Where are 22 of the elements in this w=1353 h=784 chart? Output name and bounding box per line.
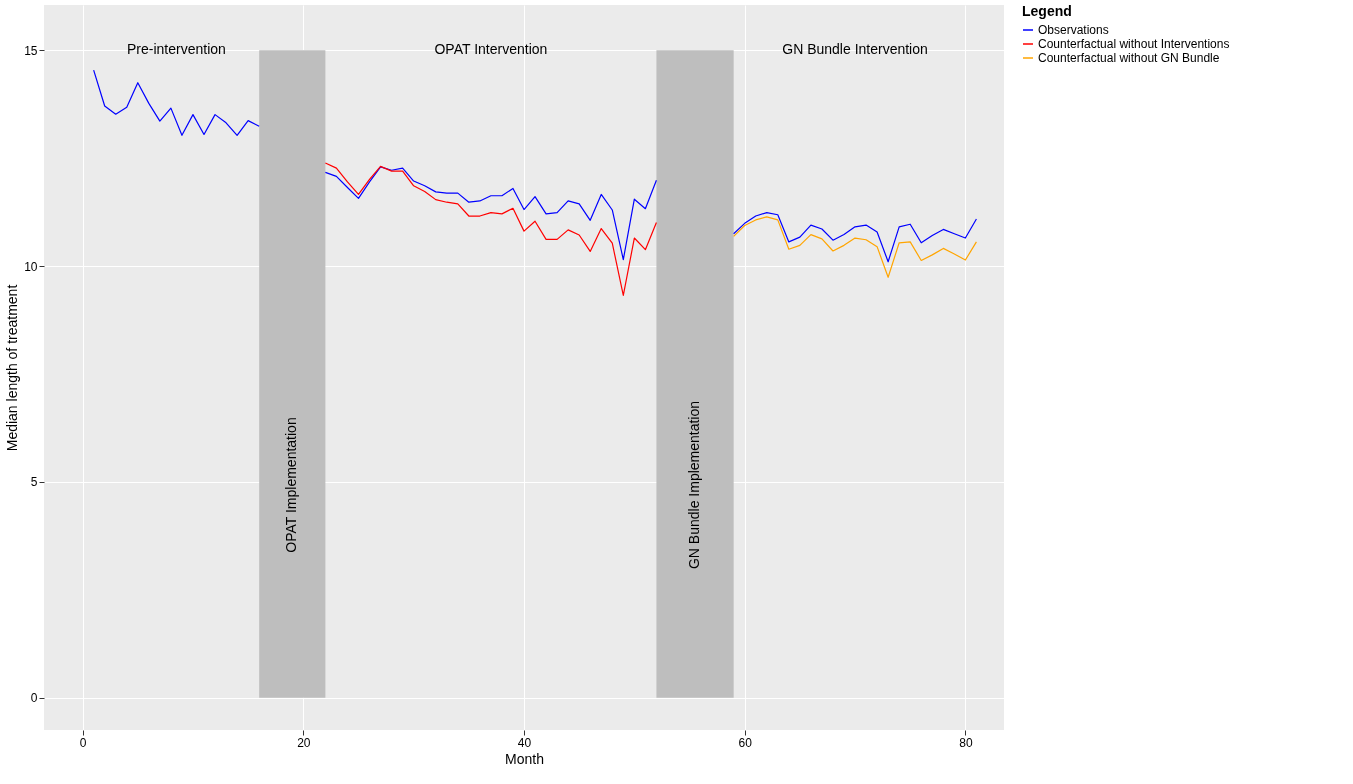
band-label: OPAT Implementation [283,417,300,553]
x-tick-label: 60 [738,735,753,750]
x-axis-title: Month [505,750,544,767]
x-tick-label: 0 [79,735,87,750]
y-tick-label: 0 [30,691,38,706]
y-tick-label: 15 [24,43,38,58]
annotation: OPAT Intervention [434,41,548,58]
legend-title: Legend [1022,3,1072,19]
x-tick-label: 40 [517,735,532,750]
annotation: GN Bundle Intervention [782,41,928,58]
legend-label: Observations [1038,23,1109,37]
legend-label: Counterfactual without GN Bundle [1038,51,1220,65]
y-axis-title: Median length of treatment [4,284,21,452]
annotation: Pre-intervention [127,41,226,58]
legend-label: Counterfactual without Interventions [1038,37,1230,51]
x-tick-label: 80 [959,735,973,750]
line-series [324,162,658,297]
line-series [733,216,978,278]
y-tick-label: 5 [30,475,38,490]
y-tick-label: 10 [24,259,38,274]
x-tick-label: 20 [297,735,311,750]
band-label: GN Bundle Implementation [686,400,703,570]
